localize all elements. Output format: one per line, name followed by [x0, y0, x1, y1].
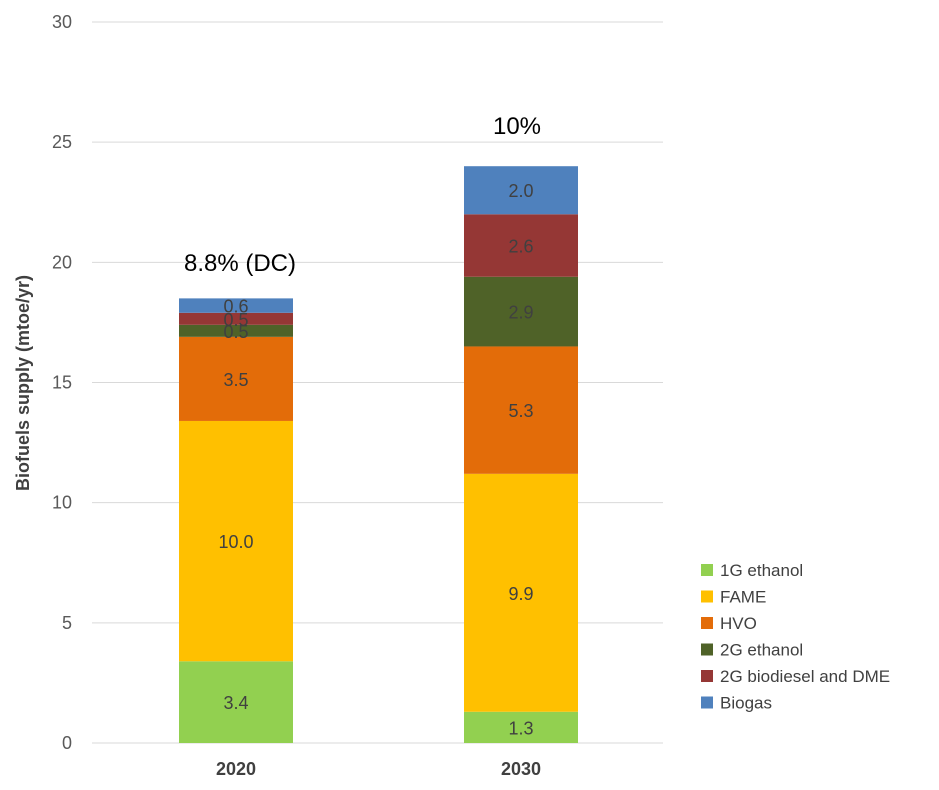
bar-annotation: 10%: [493, 113, 541, 140]
bar-segment: [464, 166, 578, 215]
legend-swatch: [701, 617, 713, 629]
x-axis-ticks: 2020 2030: [216, 759, 541, 779]
legend-label: 1G ethanol: [720, 561, 803, 580]
legend-label: Biogas: [720, 694, 772, 713]
data-label: 0.5: [223, 322, 248, 342]
bar-segment: [464, 214, 578, 277]
y-tick-label: 10: [52, 493, 72, 513]
bar-segment: [464, 276, 578, 347]
data-label: 9.9: [508, 584, 533, 604]
data-label: 3.4: [223, 693, 248, 713]
bars: 3.410.03.50.50.50.61.39.95.32.92.62.0: [179, 166, 578, 743]
y-tick-label: 0: [62, 733, 72, 753]
legend-label: HVO: [720, 614, 757, 633]
legend: 1G ethanol FAME HVO 2G ethanol 2G biodiesel …: [701, 561, 890, 713]
data-label: 2.6: [508, 237, 533, 257]
legend-swatch: [701, 590, 713, 603]
legend-label: FAME: [720, 588, 766, 607]
annotations: 8.8% (DC) 10%: [184, 113, 541, 277]
data-label: 0.5: [223, 310, 248, 330]
bar-annotation: 8.8% (DC): [184, 250, 296, 277]
data-label: 1.3: [508, 718, 533, 738]
y-tick-label: 25: [52, 132, 72, 152]
y-tick-label: 15: [52, 373, 72, 393]
legend-label: 2G biodiesel and DME: [720, 667, 890, 686]
data-label: 10.0: [218, 532, 253, 552]
y-axis-label: Biofuels supply (mtoe/yr): [13, 275, 33, 491]
x-tick-label: 2020: [216, 759, 256, 779]
data-label: 5.3: [508, 401, 533, 421]
y-tick-label: 30: [52, 12, 72, 32]
legend-swatch: [701, 696, 713, 709]
data-label: 3.5: [223, 370, 248, 390]
bar-segment: [464, 711, 578, 743]
legend-swatch: [701, 564, 713, 576]
y-tick-label: 20: [52, 252, 72, 272]
bar-segment: [464, 346, 578, 474]
bar-segment: [179, 298, 293, 313]
bar-segment: [179, 336, 293, 421]
legend-label: 2G ethanol: [720, 641, 803, 660]
legend-swatch: [701, 670, 713, 682]
bar-segment: [179, 420, 293, 662]
y-axis-ticks: 0 5 10 15 20 25 30: [52, 12, 72, 753]
data-label: 0.6: [223, 297, 248, 317]
bar-segment: [179, 312, 293, 325]
bar-segment: [179, 661, 293, 743]
y-tick-label: 5: [62, 613, 72, 633]
x-tick-label: 2030: [501, 759, 541, 779]
legend-swatch: [701, 643, 713, 656]
bar-segment: [179, 324, 293, 337]
bar-segment: [464, 473, 578, 712]
data-label: 2.9: [508, 303, 533, 323]
data-label: 2.0: [508, 181, 533, 201]
